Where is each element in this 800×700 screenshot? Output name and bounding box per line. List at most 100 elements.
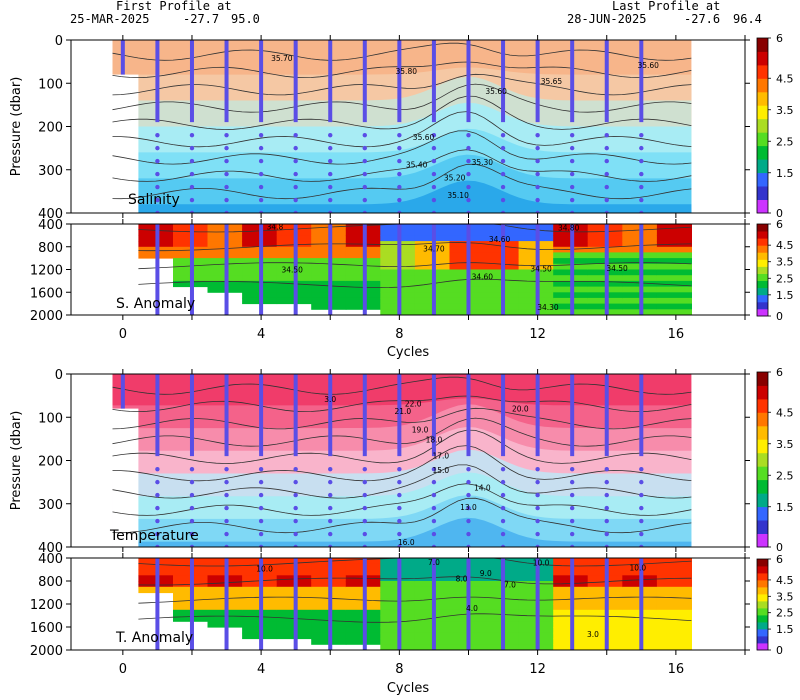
- anomaly-cell: [656, 638, 692, 645]
- panel-s-anomaly: 34.8 34.50 34.70 34.60 34.80 34.50 34.60 34.50 3…: [30, 218, 794, 360]
- sample-dot: [189, 544, 195, 547]
- sample-dot: [639, 505, 644, 511]
- sample-dot: [293, 197, 298, 203]
- sample-dot: [155, 210, 160, 213]
- contour-label: 19.0: [412, 425, 429, 434]
- colorbar-swatch: [757, 506, 768, 521]
- sample-dot: [397, 479, 402, 485]
- anomaly-cell: [656, 263, 692, 270]
- colorbar-swatch: [757, 273, 768, 281]
- colorbar-tick-label: 6: [776, 218, 783, 231]
- last-profile-lon: 96.4: [733, 12, 762, 26]
- sample-dot: [155, 492, 160, 498]
- sample-dot: [224, 479, 229, 485]
- colorbar-swatch: [757, 294, 768, 303]
- sample-dot: [500, 184, 506, 190]
- y-tick-label: 400: [38, 207, 63, 222]
- sample-dot: [431, 171, 437, 177]
- colorbar-swatch: [757, 559, 768, 567]
- colorbar-swatch: [757, 385, 768, 400]
- sample-dot: [155, 145, 160, 151]
- contour-line: [112, 407, 692, 430]
- sample-dot: [293, 531, 298, 537]
- sample-dot: [189, 132, 195, 138]
- contour-label: 17.0: [432, 451, 449, 460]
- colorbar-frame: [756, 371, 769, 548]
- sample-dot: [639, 132, 644, 138]
- contour-line: [112, 83, 692, 113]
- y-tick-label: 800: [38, 241, 63, 256]
- sample-dot: [293, 466, 298, 472]
- panel-temperature: 3.0 22.021.0 20.0 19.0 18.0 17.0 15.0 14.0 13.0 1…: [9, 366, 794, 556]
- y-tick-label: 400: [38, 552, 63, 567]
- contour-label: 35.60: [637, 61, 659, 70]
- sample-dot: [604, 466, 609, 472]
- anomaly-cell: [656, 246, 692, 253]
- sample-dot: [535, 531, 540, 537]
- contour-line: [112, 95, 692, 130]
- sample-dot: [224, 158, 229, 164]
- sample-dot: [224, 505, 229, 511]
- colorbar-tick-label: 4.5: [776, 239, 794, 252]
- sample-dot: [258, 158, 264, 164]
- colorbar-swatch: [757, 308, 768, 317]
- sample-dot: [224, 518, 229, 524]
- colorbar: 6 4.5 3.5 2.5 1.5 0: [756, 553, 794, 657]
- sample-dot: [535, 466, 540, 472]
- contour-label: 34.50: [281, 266, 303, 275]
- colorbar-tick-label: 0: [776, 644, 783, 657]
- sample-dot: [397, 197, 402, 203]
- sample-dot: [569, 145, 575, 151]
- sample-dot: [362, 505, 367, 511]
- contour-line: [138, 242, 692, 252]
- anomaly-cell: [656, 224, 692, 231]
- contour-label: 16.0: [398, 538, 415, 547]
- last-profile-date: 28-JUN-2025: [567, 12, 647, 26]
- sample-dot: [155, 158, 160, 164]
- contour-label: 9.0: [480, 569, 492, 578]
- plot-area: [71, 40, 745, 213]
- sample-dot: [224, 492, 229, 498]
- colorbar-tick-label: 3.5: [776, 104, 794, 117]
- sample-dot: [604, 544, 609, 547]
- anomaly-cell: [656, 627, 692, 634]
- sample-dot: [604, 210, 609, 213]
- sample-dot: [639, 158, 644, 164]
- sample-dot: [639, 466, 644, 472]
- sample-dot: [397, 518, 402, 524]
- anomaly-cell: [656, 558, 692, 565]
- contour-label: 35.65: [541, 77, 563, 86]
- sample-dot: [224, 184, 229, 190]
- sample-dot: [535, 492, 540, 498]
- colorbar-swatch: [757, 520, 768, 534]
- anomaly-cell: [656, 621, 692, 628]
- sample-dot: [293, 505, 298, 511]
- contour-line: [138, 262, 692, 270]
- colorbar-swatch: [757, 533, 768, 548]
- contour-label: 21.0: [394, 407, 411, 416]
- anomaly-cell: [656, 252, 692, 259]
- contour-label: 34.60: [472, 272, 494, 281]
- y-tick-label: 0: [55, 368, 63, 383]
- sample-dot: [397, 531, 402, 537]
- sample-dot: [224, 531, 229, 537]
- contour-label: 3.0: [587, 630, 599, 639]
- sample-dot: [431, 518, 437, 524]
- sample-dot: [500, 531, 506, 537]
- sample-dot: [431, 158, 437, 164]
- y-tick-label: 300: [38, 498, 63, 513]
- sample-dot: [431, 492, 437, 498]
- sample-dot: [604, 197, 609, 203]
- panel-t-anomaly: 10.07.0 10.010.09.08.07.04.03.04008001200…: [30, 552, 794, 696]
- sample-dot: [500, 171, 506, 177]
- sample-dot: [604, 158, 609, 164]
- sample-dot: [258, 544, 264, 547]
- plot-area: [138, 224, 692, 315]
- sample-dot: [258, 210, 264, 213]
- anomaly-cell: [656, 258, 692, 265]
- colorbar-tick-label: 6: [776, 553, 783, 566]
- anomaly-cell: [656, 280, 692, 288]
- sample-dot: [155, 544, 160, 547]
- contour-label: 34.80: [558, 223, 580, 232]
- colorbar-swatch: [757, 238, 768, 246]
